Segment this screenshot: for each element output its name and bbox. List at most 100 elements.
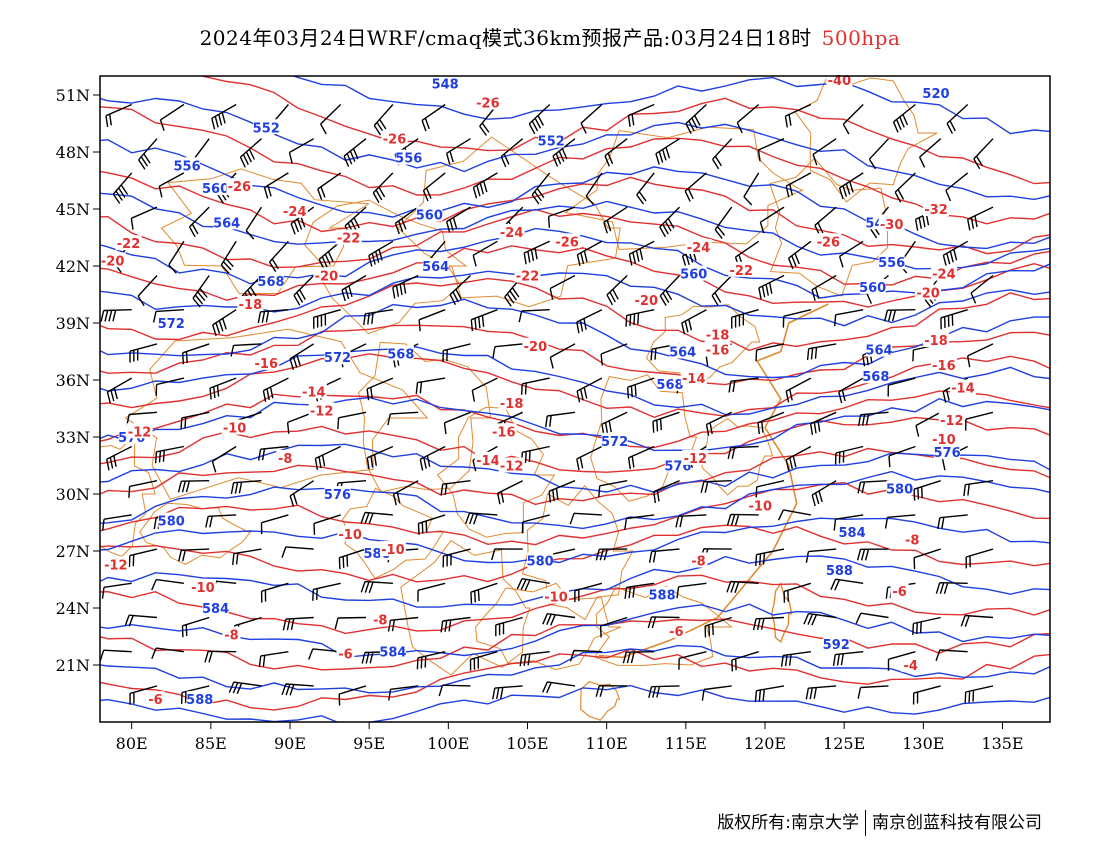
border-outline <box>100 433 156 557</box>
temperature-label-bg <box>923 201 949 216</box>
temperature-label: -12 <box>684 452 708 467</box>
temperature-label: -14 <box>682 372 706 387</box>
height-label: 568 <box>257 275 284 290</box>
temperature-label-bg <box>115 235 142 251</box>
wind-barb <box>289 343 315 370</box>
temperature-label-bg <box>498 394 525 410</box>
wind-barb <box>373 104 394 136</box>
height-label: 580 <box>886 482 913 497</box>
wind-barb <box>810 411 837 436</box>
wind-barb <box>940 309 968 330</box>
wind-barb <box>580 103 603 134</box>
temperature-label: -24 <box>283 205 307 220</box>
wind-barb <box>188 206 210 238</box>
temperature-contours <box>100 76 1050 711</box>
temperature-label: -24 <box>687 241 711 256</box>
temperature-label-bg <box>930 356 957 372</box>
temperature-label: -22 <box>730 264 754 279</box>
wind-barb <box>151 647 184 659</box>
wind-barb <box>421 103 446 132</box>
height-label-bg <box>669 343 696 359</box>
height-label: 564 <box>865 344 892 359</box>
wind-barb <box>363 309 394 326</box>
height-label-bg <box>601 432 628 448</box>
temperature-label: -10 <box>932 433 956 448</box>
temperature-label: -12 <box>940 414 964 429</box>
height-isoline <box>100 517 1050 564</box>
wind-barb <box>912 616 941 635</box>
wind-barb <box>894 172 916 203</box>
temperature-label-bg <box>102 556 129 572</box>
temperature-label: -26 <box>817 235 841 250</box>
wind-barb <box>387 411 419 426</box>
wind-barb <box>712 138 733 170</box>
wind-barb <box>711 275 733 306</box>
wind-barb <box>743 172 760 206</box>
wind-barb <box>857 685 889 699</box>
height-label: 588 <box>649 589 676 604</box>
height-label: 560 <box>859 281 886 296</box>
wind-barb <box>293 275 315 306</box>
temperature-label-bg <box>543 588 569 604</box>
temperature-label-bg <box>146 691 165 707</box>
wind-barb <box>417 582 446 602</box>
temperature-label-bg <box>901 657 920 672</box>
lat-tick-label: 27N <box>56 542 90 561</box>
wind-barb <box>603 206 628 234</box>
height-label-bg <box>862 368 889 384</box>
wind-barb <box>178 548 210 562</box>
height-label-bg <box>202 180 229 196</box>
lon-tick-label: 120E <box>744 734 786 753</box>
wind-barb <box>759 206 785 234</box>
temperature-label: -14 <box>476 454 500 469</box>
lon-tick-label: 90E <box>274 734 306 753</box>
wind-barb <box>519 651 550 667</box>
wind-barb <box>155 377 185 396</box>
wind-barb <box>731 651 759 672</box>
temperature-label: -6 <box>338 648 352 663</box>
border-outline <box>397 136 621 308</box>
lon-tick-label: 85E <box>195 734 227 753</box>
wind-barb <box>755 343 785 362</box>
lat-tick-label: 36N <box>56 371 90 390</box>
height-label-bg <box>186 691 213 707</box>
temperature-label-bg <box>815 233 842 249</box>
wind-barb <box>168 240 185 274</box>
wind-barb <box>516 578 550 591</box>
height-label-bg <box>859 278 886 294</box>
border-outline <box>521 485 634 621</box>
wind-barb <box>257 309 289 324</box>
wind-barb <box>192 275 210 308</box>
wind-barb <box>545 411 576 428</box>
temperature-label: -6 <box>669 625 683 640</box>
temperature-label-bg <box>126 423 153 439</box>
wind-barb <box>624 514 655 530</box>
temperature-label-bg <box>308 402 335 418</box>
height-label: 556 <box>878 256 905 271</box>
wind-barb <box>258 651 289 668</box>
wind-barb <box>418 309 446 332</box>
temperature-label: -16 <box>255 357 279 372</box>
temperature-label: -16 <box>706 344 730 359</box>
temperature-label-bg <box>99 252 126 268</box>
wind-barb <box>855 612 889 624</box>
wind-barb <box>838 377 864 404</box>
lat-tick-label: 48N <box>56 143 90 162</box>
temperature-label-bg <box>923 332 949 348</box>
wind-barb <box>700 480 732 493</box>
wind-barb <box>212 309 237 337</box>
lat-tick-label: 24N <box>56 599 90 618</box>
wind-barb <box>574 582 603 603</box>
temperature-label: -10 <box>338 528 362 543</box>
wind-barb <box>105 103 132 128</box>
wind-barb <box>112 172 133 204</box>
temperature-label-bg <box>747 497 774 513</box>
wind-barb <box>319 103 342 135</box>
border-outline <box>160 168 371 294</box>
wind-barb <box>334 616 367 630</box>
wind-barb <box>312 582 341 601</box>
wind-barb <box>963 480 994 497</box>
temperature-label-bg <box>371 611 390 627</box>
wind-barb <box>676 582 707 599</box>
